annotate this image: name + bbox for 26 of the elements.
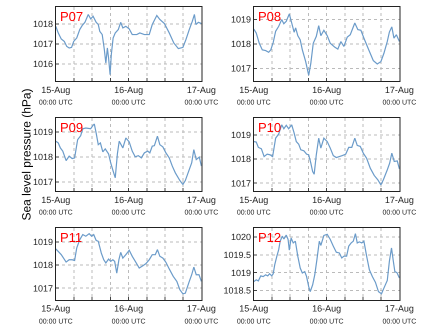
y-tick-label: 1018 (230, 154, 251, 164)
y-tick-label: 1017 (32, 283, 53, 294)
y-tick-label: 1017 (230, 64, 251, 74)
chart-title: P11 (60, 230, 82, 245)
y-tick-label: 1019.5 (223, 250, 251, 260)
chart-title: P08 (258, 9, 282, 24)
y-tick-label: 1017 (32, 176, 53, 187)
y-tick-label: 1017 (230, 178, 251, 188)
chart-title: P10 (258, 120, 282, 135)
y-tick-label: 1019 (230, 130, 251, 140)
y-tick-label: 1017 (32, 39, 53, 50)
y-axis-title: Sea level pressure (hPa) (19, 88, 34, 221)
y-tick-label: 1018 (32, 152, 53, 162)
y-tick-label: 1019 (230, 268, 251, 278)
y-tick-label: 1020 (230, 232, 251, 242)
y-tick-label: 1019 (230, 14, 251, 25)
y-tick-label: 1019 (32, 127, 53, 138)
chart-title: P07 (60, 9, 84, 24)
y-tick-label: 1018 (32, 260, 53, 270)
y-tick-label: 1018 (230, 39, 251, 50)
chart-title: P09 (60, 120, 84, 135)
y-tick-label: 1018.5 (223, 286, 251, 296)
chart-title: P12 (258, 230, 282, 245)
y-tick-label: 1019 (32, 237, 53, 248)
y-tick-label: 1018 (32, 19, 53, 30)
y-tick-label: 1016 (32, 59, 53, 70)
